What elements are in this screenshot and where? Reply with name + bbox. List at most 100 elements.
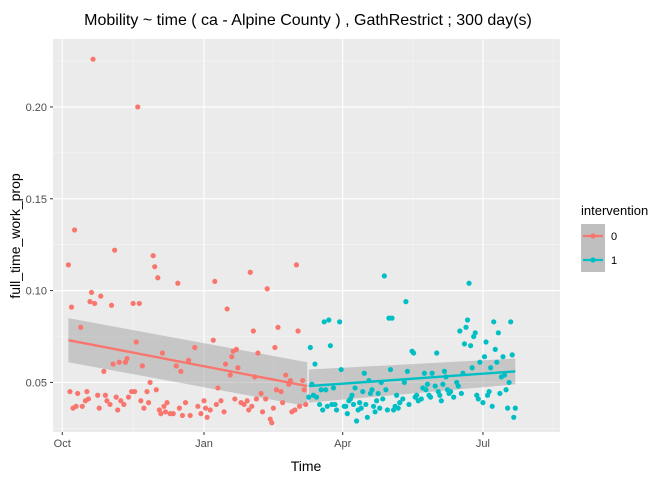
data-points [65, 56, 518, 426]
data-point [364, 414, 370, 420]
data-point [170, 411, 176, 417]
data-point [98, 293, 104, 299]
data-point [327, 343, 333, 349]
legend-key-1: 1 [581, 248, 617, 272]
data-point [455, 383, 461, 389]
data-point [195, 403, 201, 409]
x-tick-label: Jan [195, 438, 213, 450]
data-point [350, 401, 357, 408]
data-point [437, 392, 443, 398]
data-point [363, 401, 369, 408]
data-point [320, 407, 326, 413]
data-point [159, 350, 166, 356]
data-point [300, 377, 306, 384]
axes: 0.05 0.10 0.15 0.20 Oct Jan Apr Jul [26, 102, 490, 450]
data-point [263, 396, 269, 402]
data-point [361, 370, 367, 376]
legend-key-dot [590, 257, 596, 263]
data-point [333, 407, 340, 413]
data-point [440, 381, 446, 387]
data-point [321, 319, 327, 325]
data-point [483, 339, 489, 345]
data-point [468, 343, 474, 349]
data-point [360, 388, 366, 395]
data-point [212, 278, 218, 285]
chart-title: Mobility ~ time ( ca - Alpine County ) ,… [84, 12, 532, 29]
data-point [313, 394, 320, 400]
data-point [477, 359, 483, 365]
data-point [247, 269, 253, 275]
data-point [505, 405, 511, 411]
data-point [418, 396, 424, 402]
data-point [179, 412, 186, 419]
data-point [395, 405, 401, 411]
data-point [136, 300, 142, 307]
data-point [178, 368, 184, 374]
data-point [198, 411, 204, 417]
data-point [222, 361, 229, 367]
data-point [79, 403, 85, 409]
data-point [88, 289, 95, 296]
data-point [258, 390, 264, 397]
data-point [162, 409, 169, 415]
data-point [144, 388, 150, 395]
legend-title: intervention [581, 203, 648, 218]
data-point [312, 361, 318, 367]
y-axis-title: full_time_work_prop [7, 173, 23, 298]
data-point [292, 407, 298, 413]
legend-label-1: 1 [611, 255, 617, 267]
legend: intervention 0 1 [581, 203, 648, 272]
x-tick-label: Jul [476, 438, 490, 450]
data-point [389, 315, 395, 321]
data-point [383, 387, 389, 393]
data-point [438, 398, 444, 404]
data-point [497, 390, 503, 397]
data-point [269, 420, 275, 426]
data-point [469, 365, 475, 371]
data-point [394, 392, 400, 398]
data-point [434, 350, 440, 356]
data-point [509, 352, 515, 358]
data-point [204, 414, 210, 420]
data-point [377, 405, 383, 411]
y-tick-label: 0.10 [26, 286, 47, 298]
data-point [344, 411, 350, 417]
data-point [500, 354, 506, 360]
data-point [264, 286, 270, 292]
data-point [508, 319, 514, 325]
data-point [164, 400, 170, 406]
data-point [495, 330, 501, 336]
data-point [381, 273, 387, 279]
legend-key-0: 0 [581, 224, 617, 248]
data-point [155, 275, 161, 281]
data-point [108, 302, 115, 308]
data-point [141, 405, 147, 411]
data-point [215, 385, 221, 391]
data-point [153, 387, 159, 393]
data-point [330, 385, 337, 391]
data-point [338, 366, 344, 373]
data-point [303, 401, 309, 408]
data-point [295, 328, 301, 334]
data-point [235, 365, 241, 371]
data-point [406, 401, 412, 408]
data-point [323, 387, 329, 393]
data-point [132, 388, 138, 395]
data-point [280, 400, 286, 406]
data-point [233, 346, 239, 352]
data-point [429, 370, 435, 376]
data-point [283, 372, 289, 378]
data-point [272, 344, 278, 351]
data-point [90, 56, 96, 62]
data-point [218, 398, 224, 404]
x-axis-title: Time [291, 458, 322, 474]
data-point [403, 299, 409, 305]
data-point [503, 387, 509, 393]
data-point [324, 403, 330, 409]
data-point [138, 398, 144, 404]
data-point [423, 387, 429, 393]
data-point [87, 299, 93, 305]
data-point [480, 400, 486, 406]
data-point [107, 401, 113, 408]
